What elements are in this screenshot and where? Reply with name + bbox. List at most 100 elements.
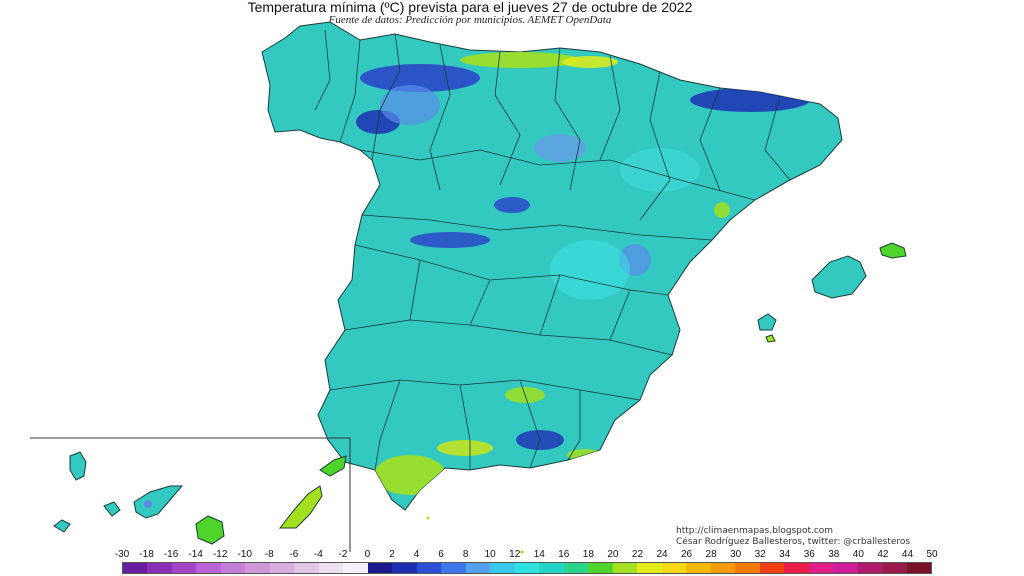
cold-zone-central-system	[410, 232, 490, 248]
legend-label: 22	[631, 549, 644, 560]
legend-label: -4	[313, 549, 323, 560]
map-subtitle: Fuente de datos: Predicción por municipi…	[328, 14, 612, 26]
blog-credit: http://climaenmapas.blogspot.com	[676, 526, 834, 536]
legend-swatch	[686, 563, 711, 573]
gran-canaria-island	[195, 515, 225, 545]
legend-swatch	[245, 563, 270, 573]
lanzarote-island	[319, 455, 347, 477]
legend-label: 38	[828, 549, 840, 560]
el-hierro-island	[53, 519, 71, 533]
legend-swatch	[343, 563, 368, 573]
menorca-island	[879, 242, 907, 259]
formentera-island	[765, 334, 776, 343]
legend-label: -18	[139, 549, 154, 560]
legend-label: 32	[754, 549, 766, 560]
legend-swatch	[416, 563, 442, 573]
light-zone-mancha	[550, 240, 630, 300]
legend-swatch	[588, 563, 613, 573]
legend-label: 8	[462, 549, 469, 560]
legend-swatch	[906, 563, 931, 573]
legend-label: -6	[289, 549, 299, 560]
legend-label: -8	[264, 549, 274, 560]
cold-zone-guadarrama	[494, 197, 530, 213]
legend-label: 2	[389, 549, 395, 560]
la-palma-island	[69, 451, 87, 481]
legend-swatch	[392, 563, 417, 573]
legend-label: 28	[705, 549, 717, 560]
legend-label: 6	[438, 549, 444, 560]
legend-swatch	[833, 563, 858, 573]
legend-label: 30	[730, 549, 742, 560]
legend-swatch	[735, 563, 760, 573]
legend-swatch	[637, 563, 662, 573]
legend-swatch	[710, 563, 736, 573]
temperature-legend: -30 -18 -16 -14 -12 -10 -8 -6 -4 -2 0 2 4 6 8 10 12 14 16 1…	[115, 549, 938, 576]
legend-swatch	[490, 563, 515, 573]
legend-swatch	[563, 563, 589, 573]
ceuta-dot	[426, 516, 430, 520]
legend-label: -2	[338, 549, 348, 560]
melilla-dot	[520, 550, 524, 554]
cold-zone-pyrenees	[690, 88, 810, 112]
canary-inset-frame	[30, 437, 351, 552]
legend-swatch	[514, 563, 540, 573]
legend-swatch	[882, 563, 907, 573]
legend-label: 10	[484, 549, 496, 560]
legend-label: 16	[558, 549, 570, 560]
legend-label: 12	[509, 549, 521, 560]
legend-color-bar	[122, 562, 932, 574]
legend-label: 0	[364, 549, 371, 560]
legend-swatch	[857, 563, 883, 573]
legend-swatch	[220, 563, 246, 573]
warm-zone-huelva-cadiz	[374, 455, 446, 495]
legend-label: 20	[607, 549, 619, 560]
legend-swatch	[539, 563, 564, 573]
legend-label: -14	[188, 549, 203, 560]
la-gomera-island	[103, 501, 121, 517]
legend-swatch	[784, 563, 809, 573]
legend-label: 4	[413, 549, 420, 560]
province-borders	[314, 29, 791, 471]
author-credit: César Rodríguez Ballesteros, twitter: @c…	[676, 537, 911, 547]
legend-swatch	[294, 563, 319, 573]
legend-label: 44	[901, 549, 914, 560]
legend-label: 26	[680, 549, 693, 560]
warm-zone-castellon	[714, 202, 730, 218]
cool-zone-northwest	[380, 85, 440, 125]
warm-zone-basque-coast	[562, 56, 618, 68]
mallorca-island	[811, 255, 867, 299]
legend-swatch	[367, 563, 393, 573]
ibiza-island	[757, 313, 777, 331]
legend-swatch	[441, 563, 466, 573]
legend-label: 34	[779, 549, 791, 560]
legend-label: 24	[656, 549, 668, 560]
fuerteventura-island	[278, 485, 323, 529]
map-title: Temperatura mínima (ºC) prevista para el…	[247, 0, 693, 15]
legend-swatch	[269, 563, 295, 573]
warm-zone-malaga-coast	[437, 440, 493, 456]
legend-label: 40	[852, 549, 864, 560]
legend-swatch	[808, 563, 834, 573]
legend-label: -12	[212, 549, 228, 560]
legend-label: -30	[114, 549, 130, 560]
legend-swatch	[465, 563, 491, 573]
legend-swatch	[661, 563, 687, 573]
legend-label: 18	[582, 549, 594, 560]
legend-label: 42	[877, 549, 889, 560]
legend-swatch	[759, 563, 785, 573]
legend-swatch	[318, 563, 344, 573]
legend-swatch	[147, 563, 172, 573]
legend-label: 50	[926, 549, 938, 560]
cold-zone-cantabrian	[360, 64, 480, 92]
light-zone-ebro	[620, 148, 700, 192]
legend-swatch	[612, 563, 638, 573]
legend-swatch	[171, 563, 197, 573]
warm-zone-asturias-coast	[460, 52, 580, 68]
tenerife-island	[133, 485, 184, 519]
legend-label: 14	[533, 549, 545, 560]
legend-swatch	[123, 563, 148, 573]
legend-label: -16	[163, 549, 179, 560]
legend-swatch	[196, 563, 221, 573]
teide-cold-spot	[144, 500, 152, 508]
